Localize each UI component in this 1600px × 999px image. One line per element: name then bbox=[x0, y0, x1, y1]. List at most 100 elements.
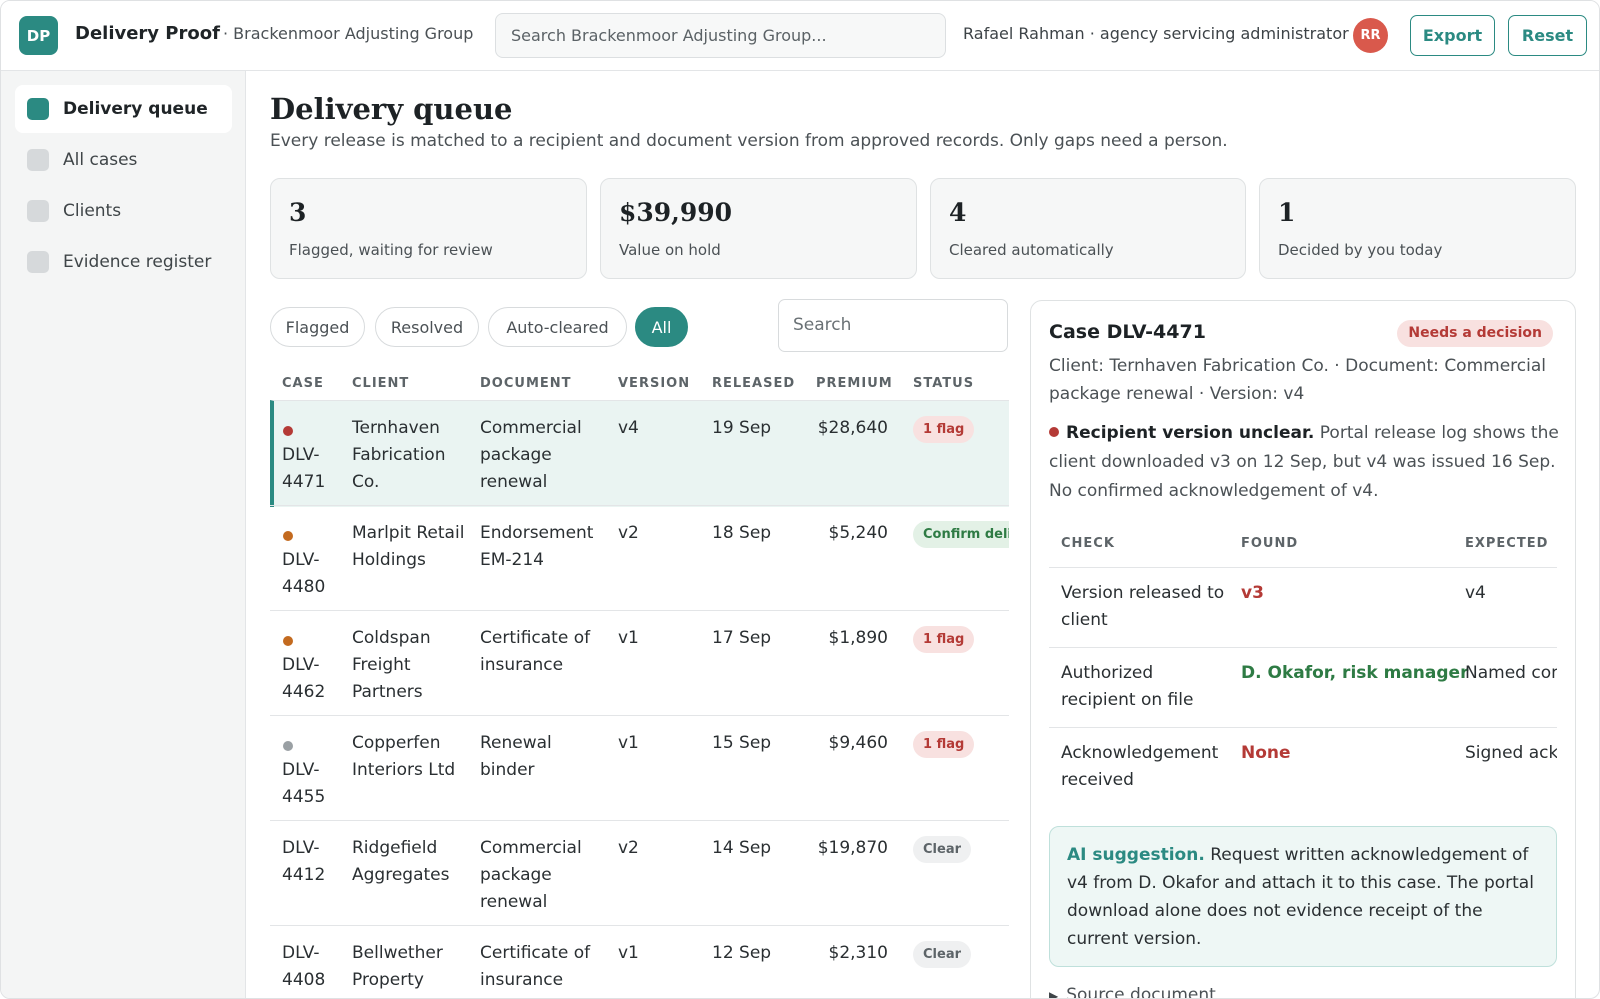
case-meta: Client: Ternhaven Fabrication Co. · Docu… bbox=[1049, 356, 1546, 404]
version: v2 bbox=[618, 523, 639, 543]
all-cases-icon bbox=[27, 149, 49, 171]
checks-table: Check Found Expected Version released to… bbox=[1049, 521, 1557, 806]
page-subtitle: Every release is matched to a recipient … bbox=[270, 131, 1228, 151]
filter-resolved[interactable]: Resolved bbox=[375, 307, 479, 347]
sidebar-item-evidence-register[interactable]: Evidence register bbox=[15, 238, 232, 286]
case-title: Case DLV-4471 bbox=[1049, 321, 1206, 343]
column-header[interactable]: Document bbox=[480, 376, 572, 391]
case-id: DLV-4408 bbox=[282, 943, 326, 990]
status-badge: Clear bbox=[913, 941, 971, 968]
client-name: Ridgefield Aggregates bbox=[352, 838, 450, 885]
column-header: Found bbox=[1241, 536, 1299, 551]
sidebar-item-label: Evidence register bbox=[63, 252, 212, 272]
document-name: Renewal binder bbox=[480, 733, 552, 780]
client-name: Marlpit Retail Holdings bbox=[352, 523, 465, 570]
priority-dot-icon bbox=[283, 636, 293, 646]
org-name: · Brackenmoor Adjusting Group bbox=[223, 24, 474, 43]
version: v4 bbox=[618, 418, 639, 438]
status-badge: 1 flag bbox=[913, 731, 975, 758]
stat-value: 3 bbox=[289, 198, 307, 227]
source-document-label: Source document bbox=[1066, 985, 1216, 999]
column-header[interactable]: Premium bbox=[816, 376, 893, 391]
top-bar: DP Delivery Proof · Brackenmoor Adjustin… bbox=[1, 1, 1599, 71]
global-search-input[interactable]: Search Brackenmoor Adjusting Group... bbox=[495, 13, 946, 58]
premium: $2,310 bbox=[828, 943, 888, 963]
column-header[interactable]: Client bbox=[352, 376, 410, 391]
issue-summary: Recipient version unclear. Portal releas… bbox=[1049, 419, 1559, 506]
filter-flagged[interactable]: Flagged bbox=[270, 307, 365, 347]
document-name: Commercial package renewal bbox=[480, 838, 582, 912]
sidebar-item-label: Clients bbox=[63, 201, 122, 221]
filter-all[interactable]: All bbox=[635, 307, 688, 347]
case-id: DLV-4455 bbox=[282, 760, 326, 807]
premium: $28,640 bbox=[817, 418, 888, 438]
stat-value: 4 bbox=[949, 198, 967, 227]
case-id: DLV-4462 bbox=[282, 655, 326, 702]
premium: $5,240 bbox=[828, 523, 888, 543]
check-expected: Named contact bbox=[1465, 663, 1557, 683]
version: v1 bbox=[618, 943, 639, 963]
check-name: Acknowledgement received bbox=[1061, 743, 1219, 790]
client-name: Bellwether Property bbox=[352, 943, 443, 990]
table-row[interactable]: DLV-4471 Ternhaven Fabrication Co. Commerc… bbox=[270, 400, 1009, 507]
table-row[interactable]: DLV-4455 Copperfen Interiors Ltd Renewal b… bbox=[270, 715, 1009, 822]
table-search-input[interactable]: Search bbox=[778, 299, 1008, 352]
premium: $9,460 bbox=[828, 733, 888, 753]
clients-icon bbox=[27, 200, 49, 222]
check-row: Authorized recipient on file D. Okafor, r… bbox=[1049, 647, 1557, 727]
status-badge: Clear bbox=[913, 836, 971, 863]
released-date: 15 Sep bbox=[712, 733, 772, 753]
page-title: Delivery queue bbox=[270, 92, 513, 126]
reset-button[interactable]: Reset bbox=[1508, 15, 1587, 56]
check-row: Acknowledgement received None Signed ackno… bbox=[1049, 727, 1557, 806]
stat-label: Cleared automatically bbox=[949, 241, 1114, 259]
table-row[interactable]: DLV-4412 Ridgefield Aggregates Commercial … bbox=[270, 820, 1009, 927]
check-name: Authorized recipient on file bbox=[1061, 663, 1194, 710]
column-header[interactable]: Version bbox=[618, 376, 691, 391]
sidebar-item-all-cases[interactable]: All cases bbox=[15, 136, 232, 184]
status-badge: 1 flag bbox=[913, 416, 975, 443]
sidebar-item-clients[interactable]: Clients bbox=[15, 187, 232, 235]
filter-auto-cleared[interactable]: Auto-cleared bbox=[488, 307, 627, 347]
released-date: 19 Sep bbox=[712, 418, 772, 438]
document-name: Endorsement EM-214 bbox=[480, 523, 594, 570]
ai-suggestion-text: Request written acknowledgement of v4 fr… bbox=[1067, 845, 1534, 949]
evidence-register-icon bbox=[27, 251, 49, 273]
premium: $1,890 bbox=[828, 628, 888, 648]
stat-label: Flagged, waiting for review bbox=[289, 241, 493, 259]
column-header[interactable]: Status bbox=[913, 376, 975, 391]
stat-card-value-on-hold: $39,990 Value on hold bbox=[600, 178, 917, 279]
avatar[interactable]: RR bbox=[1353, 18, 1388, 53]
status-badge: Confirm delivery bbox=[913, 521, 1009, 548]
version: v1 bbox=[618, 733, 639, 753]
priority-dot-icon bbox=[283, 426, 293, 436]
sidebar-item-delivery-queue[interactable]: Delivery queue bbox=[15, 85, 232, 133]
premium: $19,870 bbox=[817, 838, 888, 858]
stat-label: Value on hold bbox=[619, 241, 721, 259]
check-expected: v4 bbox=[1465, 583, 1486, 603]
ai-suggestion-label: AI suggestion. bbox=[1067, 845, 1205, 865]
status-badge: 1 flag bbox=[913, 626, 975, 653]
document-name: Certificate of insurance bbox=[480, 628, 591, 675]
check-expected: Signed acknowledgement bbox=[1465, 743, 1557, 763]
table-row[interactable]: DLV-4480 Marlpit Retail Holdings Endorseme… bbox=[270, 505, 1009, 612]
ai-suggestion: AI suggestion. Request written acknowled… bbox=[1049, 826, 1557, 967]
stat-label: Decided by you today bbox=[1278, 241, 1443, 259]
case-id: DLV-4471 bbox=[282, 445, 326, 492]
column-header[interactable]: Case bbox=[282, 376, 324, 391]
check-found: v3 bbox=[1241, 583, 1264, 603]
issue-title: Recipient version unclear. bbox=[1066, 423, 1315, 443]
table-row[interactable]: DLV-4408 Bellwether Property Certificate o… bbox=[270, 925, 1009, 998]
version: v2 bbox=[618, 838, 639, 858]
released-date: 14 Sep bbox=[712, 838, 772, 858]
stat-card-flagged: 3 Flagged, waiting for review bbox=[270, 178, 587, 279]
stat-value: $39,990 bbox=[619, 198, 733, 227]
document-name: Commercial package renewal bbox=[480, 418, 582, 492]
stat-card-decided: 1 Decided by you today bbox=[1259, 178, 1576, 279]
source-document-toggle[interactable]: ▶ Source document bbox=[1049, 985, 1216, 999]
column-header[interactable]: Released bbox=[712, 376, 796, 391]
table-row[interactable]: DLV-4462 Coldspan Freight Partners Certifi… bbox=[270, 610, 1009, 717]
export-button[interactable]: Export bbox=[1410, 15, 1495, 56]
priority-dot-icon bbox=[283, 741, 293, 751]
